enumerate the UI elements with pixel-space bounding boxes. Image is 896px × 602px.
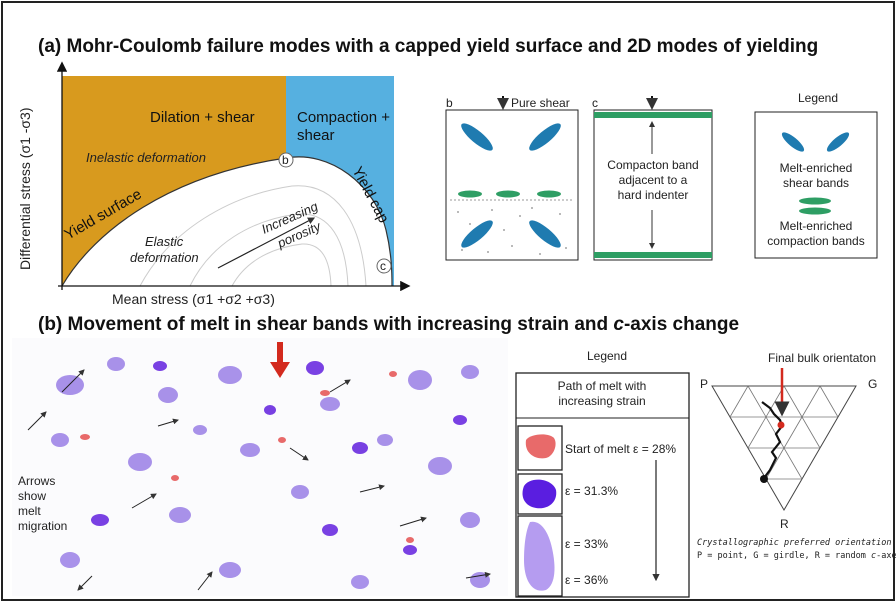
cpo-caption-1: Crystallographic preferred orientation [697, 538, 891, 548]
compaction-panel: c Compacton band adjacent to a hard inde… [592, 96, 713, 261]
legend-a-title: Legend [798, 91, 838, 105]
cpo-start [760, 475, 768, 483]
shortening-arrow [270, 342, 290, 378]
compaction-text-2: adjacent to a [619, 173, 688, 187]
dilation-label: Dilation + shear [150, 109, 255, 126]
step3-label: ε = 33% [565, 537, 608, 551]
compaction-letter: c [592, 96, 598, 110]
legend-shear-swatch-1 [781, 132, 805, 152]
triangle-grid [729, 385, 839, 480]
legend-shear-swatch-2 [826, 132, 850, 152]
compaction-label-2: shear [297, 127, 335, 144]
melt-pockets [80, 371, 414, 543]
x-axis-label: Mean stress (σ1 +σ2 +σ3) [112, 291, 275, 307]
elastic-region [62, 156, 392, 286]
pure-shear-letter: b [446, 96, 453, 110]
legend-comp-swatch-1 [799, 197, 831, 205]
shear-band-bl [461, 220, 493, 248]
legend-shear-text-2: shear bands [783, 176, 849, 190]
migration-arrows [27, 369, 491, 591]
legend-shear-text-1: Melt-enriched [780, 161, 853, 175]
final-orientation-label: Final bulk orientaton [768, 351, 876, 365]
grain-dots [457, 207, 567, 255]
legend-b: Legend Path of melt with increasing stra… [515, 349, 690, 598]
arrows-label-2: show [18, 489, 46, 503]
comp-band-1 [458, 190, 482, 198]
path-text-1: Path of melt with [558, 379, 647, 393]
cpo-end [777, 421, 785, 429]
compaction-band-bottom [594, 252, 712, 258]
porosity-arrow [217, 217, 316, 269]
compaction-text-3: hard indenter [618, 188, 689, 202]
pgr-triangle: Final bulk orientaton P G R Crystallogra… [697, 351, 896, 561]
legend-comp-text-1: Melt-enriched [780, 219, 853, 233]
step1-label: Start of melt ε = 28% [565, 442, 676, 456]
microstructure-map: Arrows show melt migration [12, 338, 508, 596]
elastic-label-2: deformation [130, 250, 199, 265]
compaction-text-1: Compacton band [607, 158, 698, 172]
porosity-arc-2 [189, 213, 349, 287]
arrows-label-4: migration [18, 519, 67, 533]
yield-surface-curve [61, 157, 287, 287]
point-c-label: c [380, 259, 386, 273]
point-b-marker [278, 152, 294, 168]
arrows-label-3: melt [18, 504, 41, 518]
cpo-caption-2: P = point, G = girdle, R = random c-axes [697, 551, 896, 561]
porosity-arc-3 [231, 243, 332, 287]
panel-b-title: (b) Movement of melt in shear bands with… [38, 314, 739, 335]
point-b-label: b [282, 153, 289, 167]
legend-a: Legend Melt-enriched shear bands Melt-en… [754, 91, 878, 259]
cpo-path [761, 401, 784, 479]
grains-light [51, 357, 490, 589]
vertex-r: R [780, 517, 789, 531]
step3-melt-shape [524, 521, 555, 591]
step4-label: ε = 36% [565, 573, 608, 587]
comp-band-3 [537, 190, 561, 198]
porosity-arc-1 [139, 185, 367, 287]
compaction-label-1: Compaction + [297, 109, 390, 126]
arrows-label-1: Arrows [18, 474, 55, 488]
grains-dark [91, 361, 467, 555]
comp-band-2 [496, 190, 520, 198]
shear-band-tr [529, 123, 561, 151]
legend-comp-swatch-2 [799, 207, 831, 215]
y-axis-label: Differential stress (σ1 -σ3) [17, 107, 33, 270]
compaction-text-bg [598, 154, 706, 206]
mohr-coulomb-diagram: Dilation + shear Compaction + shear Inel… [17, 61, 411, 307]
shear-band-br [529, 220, 561, 248]
elastic-label-1: Elastic [145, 234, 184, 249]
compaction-band-top [594, 112, 712, 118]
legend-comp-text-2: compaction bands [767, 234, 864, 248]
map-label-bg [14, 462, 82, 540]
shear-band-tl [461, 123, 493, 151]
point-c-marker [376, 258, 392, 274]
pure-shear-panel: b Pure shear [445, 96, 579, 261]
step2-melt-shape [522, 479, 557, 509]
yield-cap-curve [285, 156, 393, 287]
inelastic-label: Inelastic deformation [86, 150, 206, 165]
legend-b-title: Legend [587, 349, 627, 363]
vertex-g: G [868, 377, 877, 391]
step1-melt-shape [525, 434, 556, 459]
step2-label: ε = 31.3% [565, 484, 618, 498]
path-text-2: increasing strain [558, 394, 645, 408]
vertex-p: P [700, 377, 708, 391]
pure-shear-label: Pure shear [511, 96, 570, 110]
panel-a-title: (a) Mohr-Coulomb failure modes with a ca… [38, 36, 818, 57]
legend-a-box [754, 111, 878, 259]
